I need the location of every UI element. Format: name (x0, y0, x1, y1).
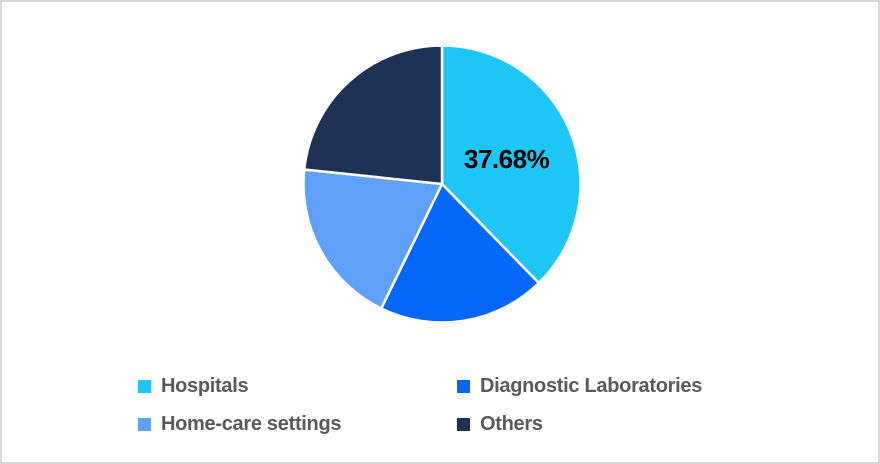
legend-item-diagnostic-laboratories: Diagnostic Laboratories (457, 373, 702, 399)
legend-item-others: Others (457, 411, 702, 437)
legend-swatch-home-care-settings (138, 417, 151, 431)
legend-label-others: Others (480, 412, 543, 435)
pie-slice-hospitals (440, 44, 582, 285)
pie-slice-diagnostic-laboratories (379, 182, 541, 324)
pie-chart (302, 44, 582, 324)
legend-swatch-hospitals (138, 379, 151, 393)
legend-item-home-care-settings: Home-care settings (138, 411, 457, 437)
legend-item-hospitals: Hospitals (138, 373, 457, 399)
legend-label-hospitals: Hospitals (161, 374, 249, 397)
pie-data-label: 37.68% (464, 144, 550, 174)
pie-slice-home-care-settings (302, 168, 444, 310)
legend-swatch-others (457, 417, 470, 431)
legend-label-diagnostic-laboratories: Diagnostic Laboratories (480, 374, 703, 397)
pie-slice-others (303, 44, 444, 186)
legend-label-home-care-settings: Home-care settings (161, 412, 342, 435)
chart-legend: Hospitals Diagnostic Laboratories Home-c… (138, 373, 702, 437)
legend-swatch-diagnostic-laboratories (457, 379, 470, 393)
